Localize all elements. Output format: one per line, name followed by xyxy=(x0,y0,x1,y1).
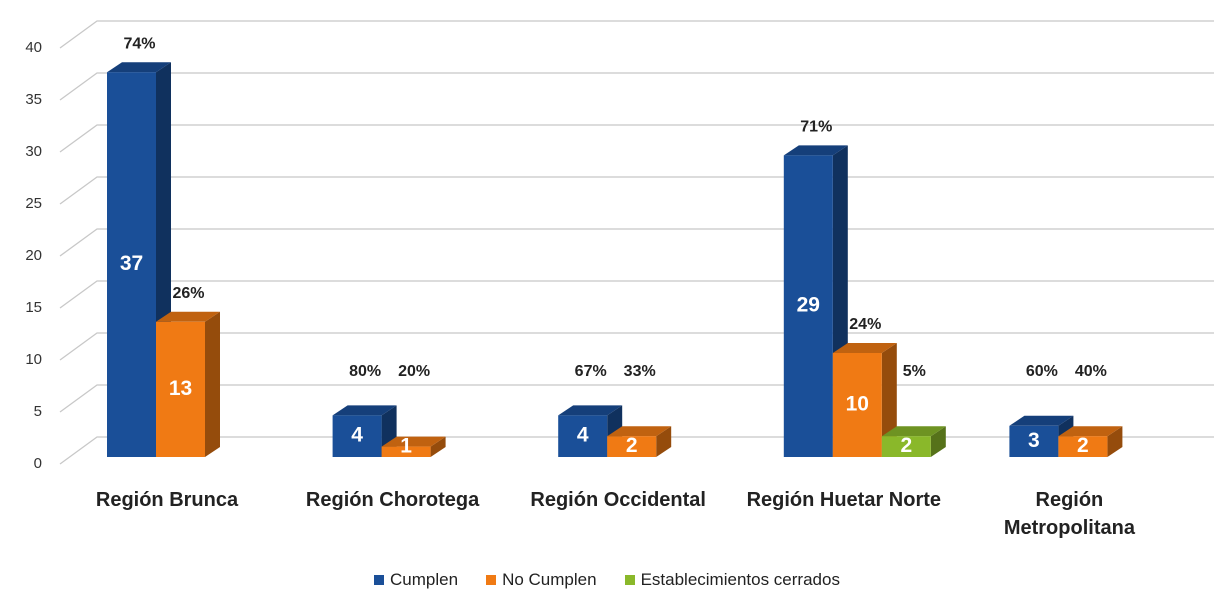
legend-label: No Cumplen xyxy=(502,570,597,589)
legend-label: Cumplen xyxy=(390,570,459,589)
data-label: 37 xyxy=(120,252,143,275)
bar xyxy=(156,311,220,457)
bar-top xyxy=(607,426,672,437)
percent-label: 40% xyxy=(1075,363,1107,380)
data-label: 4 xyxy=(351,424,363,447)
legend-item: Establecimientos cerrados xyxy=(624,570,840,590)
percent-label: 33% xyxy=(624,363,656,380)
grid-line xyxy=(59,384,1214,413)
y-tick-label: 30 xyxy=(25,143,42,160)
bar-top xyxy=(783,145,848,156)
y-tick-label: 15 xyxy=(25,299,42,316)
percent-label: 71% xyxy=(800,119,832,136)
bar xyxy=(381,436,446,457)
bar-front xyxy=(1058,436,1108,457)
bar-front xyxy=(607,436,657,457)
data-label: 29 xyxy=(797,294,820,317)
bar xyxy=(1009,415,1074,457)
y-tick-label: 25 xyxy=(25,195,42,212)
x-tick-label: Región Brunca xyxy=(95,489,239,511)
grid-line xyxy=(59,228,1214,257)
data-label: 2 xyxy=(900,434,912,457)
bar-front xyxy=(783,155,833,457)
percent-label: 5% xyxy=(903,363,926,380)
x-tick-label: Región Huetar Norte xyxy=(746,489,942,511)
x-tick-label: Región Chorotega xyxy=(305,489,480,511)
bar-top xyxy=(832,343,897,353)
data-label: 2 xyxy=(1077,434,1089,457)
bar-side xyxy=(930,426,946,457)
y-tick-label: 5 xyxy=(34,403,42,420)
bar-top xyxy=(156,311,220,322)
data-label: 2 xyxy=(626,434,638,457)
percent-label: 26% xyxy=(172,285,204,302)
bar-side xyxy=(205,311,220,457)
bar xyxy=(1058,426,1123,457)
bar-side xyxy=(1107,426,1123,457)
grid-line xyxy=(59,124,1214,153)
bar-front xyxy=(881,436,931,457)
bar-side xyxy=(881,343,897,457)
bar xyxy=(607,426,672,457)
y-tick-label: 35 xyxy=(25,91,42,108)
data-label: 10 xyxy=(846,393,869,416)
y-tick-label: 0 xyxy=(34,455,42,472)
bar-front xyxy=(832,353,882,457)
data-label: 1 xyxy=(400,435,412,458)
bar-front xyxy=(156,321,205,457)
percent-label: 67% xyxy=(575,363,607,380)
bar-top xyxy=(1009,415,1074,426)
grid-line xyxy=(59,20,1214,49)
legend-swatch xyxy=(624,575,635,585)
legend-item: No Cumplen xyxy=(486,570,597,590)
bar-top xyxy=(558,405,623,416)
bar-top xyxy=(1058,426,1123,437)
bar-front xyxy=(381,446,431,457)
x-tick-label: Región Metropolitana xyxy=(1003,489,1135,539)
bar xyxy=(832,343,897,457)
legend-swatch xyxy=(486,575,497,585)
legend-swatch xyxy=(374,575,385,585)
grid-line xyxy=(59,280,1214,309)
y-tick-label: 10 xyxy=(25,351,42,368)
bar xyxy=(881,426,946,457)
data-label: 4 xyxy=(577,424,589,447)
grid-line xyxy=(59,332,1214,361)
grid-line xyxy=(59,72,1214,101)
y-tick-label: 20 xyxy=(25,247,42,264)
y-tick-label: 40 xyxy=(25,39,42,56)
bar-front xyxy=(1009,425,1059,457)
bar xyxy=(332,405,397,457)
bar-top xyxy=(332,405,397,416)
data-label: 3 xyxy=(1028,429,1040,452)
legend: Cumplen No Cumplen Establecimientos cerrad… xyxy=(0,570,1214,590)
percent-label: 60% xyxy=(1026,363,1058,380)
grid-line xyxy=(59,176,1214,205)
percent-label: 74% xyxy=(123,35,155,52)
bar-top xyxy=(881,426,946,437)
bar-front xyxy=(558,415,608,457)
legend-label: Establecimientos cerrados xyxy=(640,570,840,589)
data-label: 13 xyxy=(169,377,192,400)
legend-item: Cumplen xyxy=(374,570,458,590)
bar-top xyxy=(107,62,171,73)
percent-label: 24% xyxy=(849,316,881,333)
x-tick-label: Región Occidental xyxy=(530,489,706,511)
bar-front xyxy=(107,72,156,457)
bar-side xyxy=(430,436,446,457)
bar-front xyxy=(332,415,382,457)
bar-top xyxy=(381,436,446,447)
percent-label: 20% xyxy=(398,363,430,380)
percent-label: 80% xyxy=(349,363,381,380)
bar-side xyxy=(656,426,672,457)
